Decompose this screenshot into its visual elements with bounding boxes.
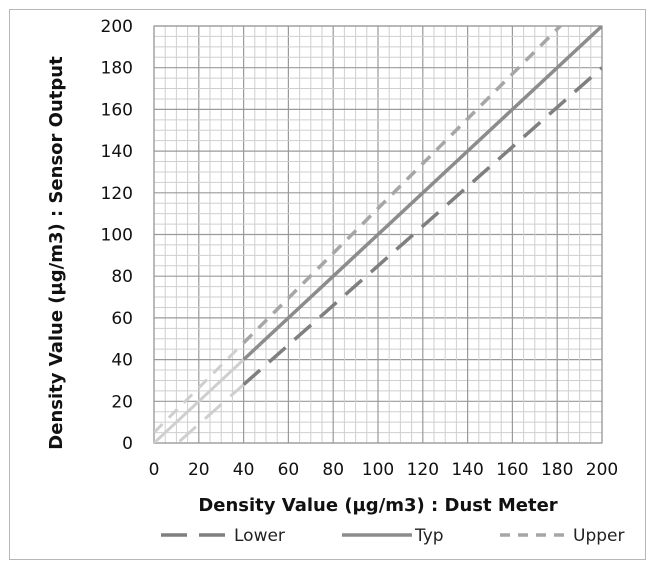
x-tick-label: 140 [451,460,483,480]
legend-item-typ: Typ [342,526,444,546]
y-tick-label: 180 [101,59,133,79]
series-line-typ [242,26,602,361]
y-tick-label: 80 [111,267,133,287]
x-tick-label: 40 [233,460,255,480]
y-tick-label: 200 [101,17,133,37]
y-axis-ticks: 0 20 40 60 80 100 120 140 160 180 200 [101,17,133,454]
x-tick-label: 120 [407,460,439,480]
legend-item-lower: Lower [161,526,285,546]
series-line-low-upper [154,341,245,434]
x-tick-label: 180 [541,460,573,480]
legend-label: Typ [414,526,444,546]
series-upper [154,26,563,434]
x-tick-label: 20 [188,460,210,480]
legend-item-upper: Upper [500,526,624,546]
x-tick-label: 100 [362,460,394,480]
x-axis-title: Density Value (µg/m3) : Dust Meter [198,495,557,516]
legend-label: Upper [573,526,624,546]
series-lower [175,66,602,443]
y-axis-title: Density Value (µg/m3) : Sensor Output [46,56,67,450]
y-tick-label: 20 [111,392,133,412]
plot-border [153,25,603,444]
series-line-low-typ [154,358,245,443]
y-tick-label: 120 [101,184,133,204]
x-tick-label: 160 [496,460,528,480]
x-tick-label: 60 [278,460,300,480]
series-lines [154,26,602,443]
series-typ [154,26,602,443]
y-tick-label: 100 [101,226,133,246]
y-tick-label: 140 [101,142,133,162]
x-axis-ticks: 0 20 40 60 80 100 120 140 160 180 200 [149,460,619,480]
series-line-upper [242,26,563,345]
x-tick-label: 200 [586,460,618,480]
y-tick-label: 60 [111,309,133,329]
series-line-lower [242,66,602,386]
y-tick-label: 160 [101,100,133,120]
legend: Lower Typ Upper [161,526,624,546]
y-tick-label: 0 [122,434,133,454]
legend-label: Lower [234,526,285,546]
x-tick-label: 0 [149,460,160,480]
y-tick-label: 40 [111,351,133,371]
x-tick-label: 80 [322,460,344,480]
